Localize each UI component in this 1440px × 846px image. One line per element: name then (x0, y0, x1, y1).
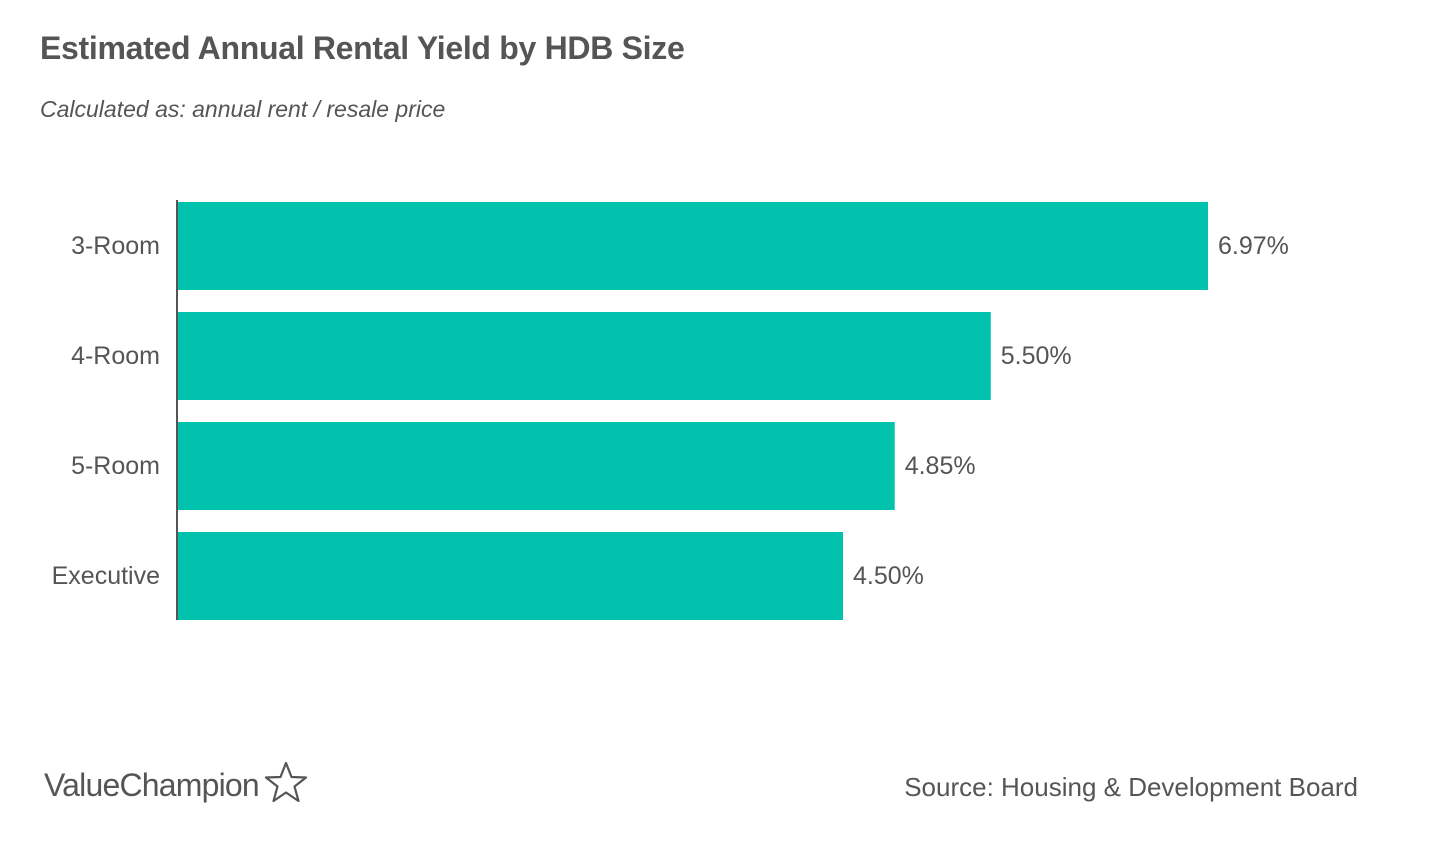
value-label: 5.50% (1001, 342, 1072, 370)
value-label: 4.50% (853, 562, 924, 590)
source-note: Source: Housing & Development Board (904, 772, 1358, 802)
bar-3-room (178, 202, 1208, 290)
category-label: 5-Room (71, 452, 160, 480)
value-label: 4.85% (905, 452, 976, 480)
bar-4-room (178, 312, 991, 400)
brand-logo: ValueChampion (44, 760, 309, 811)
bar-5-room (178, 422, 895, 510)
category-label: 4-Room (71, 342, 160, 370)
value-label: 6.97% (1218, 232, 1289, 260)
category-label: Executive (52, 562, 160, 590)
chart-subtitle: Calculated as: annual rent / resale pric… (40, 96, 446, 122)
chart-title: Estimated Annual Rental Yield by HDB Siz… (40, 30, 685, 66)
category-label: 3-Room (71, 232, 160, 260)
brand-logo-text: ValueChampion (44, 767, 260, 803)
bar-executive (178, 532, 843, 620)
star-outline-icon (263, 760, 309, 811)
